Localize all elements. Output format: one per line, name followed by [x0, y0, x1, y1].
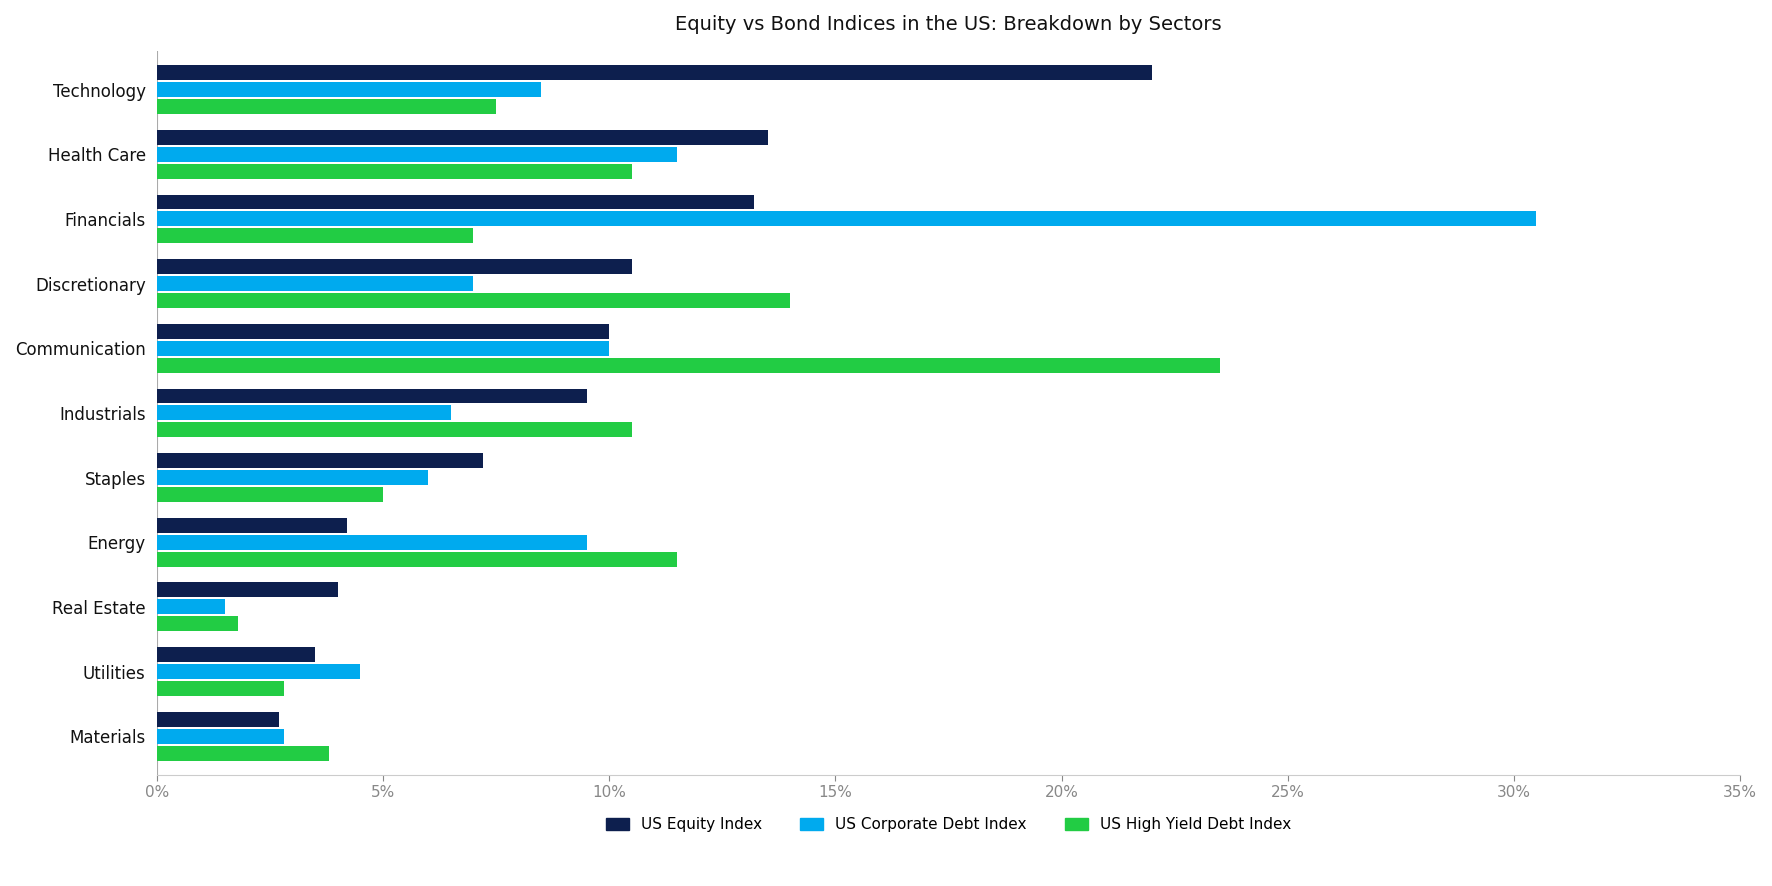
Legend: US Equity Index, US Corporate Debt Index, US High Yield Debt Index: US Equity Index, US Corporate Debt Index…	[597, 810, 1299, 840]
Bar	[158, 600, 225, 614]
Bar	[158, 487, 383, 502]
Bar	[158, 517, 347, 532]
Bar	[158, 260, 633, 274]
Bar	[158, 582, 338, 597]
Bar	[158, 453, 482, 468]
Bar	[158, 470, 429, 485]
Bar	[158, 82, 540, 97]
Bar	[158, 293, 790, 308]
Bar	[158, 66, 1152, 80]
Bar	[158, 212, 1536, 227]
Bar	[158, 746, 330, 760]
Bar	[158, 728, 284, 743]
Bar	[158, 164, 633, 179]
Bar	[158, 389, 587, 403]
Bar	[158, 147, 677, 162]
Bar	[158, 423, 633, 438]
Bar	[158, 535, 587, 549]
Bar	[158, 647, 315, 662]
Bar	[158, 341, 610, 355]
Bar	[158, 711, 278, 727]
Bar	[158, 358, 1219, 373]
Bar	[158, 99, 496, 114]
Bar	[158, 664, 360, 679]
Bar	[158, 229, 473, 244]
Bar	[158, 552, 677, 567]
Bar	[158, 681, 284, 696]
Bar	[158, 195, 753, 209]
Bar	[158, 276, 473, 291]
Title: Equity vs Bond Indices in the US: Breakdown by Sectors: Equity vs Bond Indices in the US: Breakd…	[675, 15, 1221, 34]
Bar	[158, 324, 610, 338]
Bar	[158, 406, 450, 420]
Bar	[158, 130, 767, 144]
Bar	[158, 617, 237, 631]
